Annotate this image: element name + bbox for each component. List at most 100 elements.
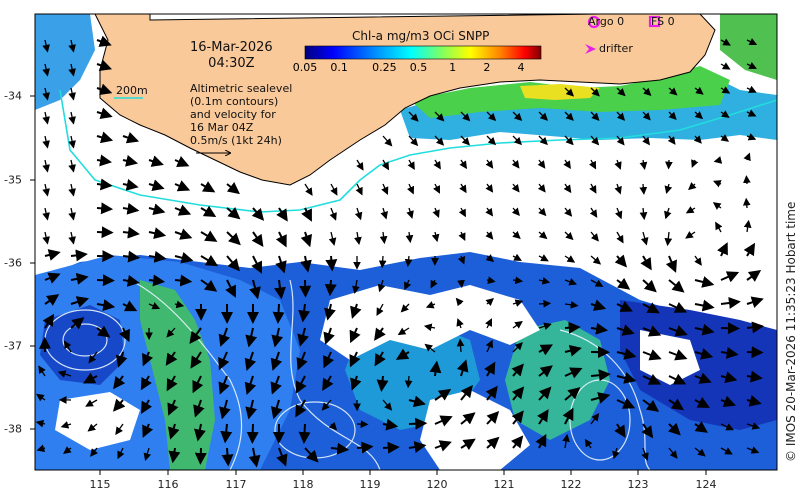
velocity-arrow	[329, 207, 337, 221]
velocity-arrow	[174, 204, 192, 216]
velocity-arrow	[378, 255, 387, 269]
velocity-arrow	[406, 207, 414, 219]
velocity-arrow	[564, 344, 582, 357]
colorbar-tick-labels: 0.05 0.1 0.25 0.5 1 2 4	[293, 61, 556, 75]
velocity-arrow	[668, 349, 688, 361]
velocity-arrow	[720, 110, 730, 118]
velocity-arrow	[96, 59, 112, 71]
velocity-arrow	[458, 231, 466, 241]
velocity-arrow	[122, 250, 141, 263]
velocity-arrow	[511, 435, 524, 449]
velocity-scale-label: 0.5m/s (1kt 24h)	[190, 134, 282, 147]
velocity-arrow	[616, 324, 635, 336]
velocity-arrow	[248, 447, 261, 468]
velocity-arrow	[564, 231, 574, 241]
altimetry-note-line: and velocity for	[190, 108, 276, 121]
velocity-arrow	[322, 375, 334, 392]
velocity-arrow	[381, 183, 389, 195]
altimetry-note-line: 16 Mar 04Z	[190, 121, 254, 134]
velocity-arrow	[564, 278, 578, 286]
velocity-arrow	[512, 276, 524, 285]
velocity-arrow	[642, 399, 660, 412]
velocity-arrow	[584, 438, 593, 449]
velocity-arrow	[404, 255, 413, 267]
velocity-arrow	[746, 109, 757, 117]
velocity-arrow	[42, 313, 55, 329]
velocity-arrow	[397, 327, 410, 336]
velocity-arrow	[511, 183, 520, 193]
velocity-arrow	[668, 301, 688, 313]
velocity-arrow	[96, 202, 114, 215]
velocity-arrow	[612, 447, 620, 460]
velocity-arrow	[668, 279, 685, 293]
velocity-arrow	[484, 318, 492, 329]
legend-fs-label: FS 0	[651, 15, 675, 28]
velocity-arrow	[276, 447, 288, 467]
velocity-arrow	[456, 359, 469, 377]
velocity-arrow	[190, 351, 202, 369]
date-text: 16-Mar-2026	[190, 40, 273, 55]
colorbar	[304, 45, 542, 60]
velocity-arrow	[563, 183, 572, 194]
velocity-arrow	[115, 351, 128, 368]
velocity-arrow	[720, 423, 734, 431]
y-tick-label: -34	[4, 89, 22, 103]
velocity-arrow	[226, 255, 240, 272]
velocity-arrow	[148, 227, 167, 240]
velocity-arrow	[457, 279, 465, 289]
velocity-arrow	[486, 135, 497, 146]
velocity-arrow	[694, 372, 712, 384]
velocity-arrow	[589, 207, 598, 218]
velocity-arrow	[693, 135, 702, 144]
velocity-arrow	[96, 83, 113, 96]
velocity-arrow	[301, 207, 312, 222]
velocity-arrow	[96, 226, 114, 239]
velocity-arrow	[589, 183, 597, 194]
velocity-arrow	[166, 375, 178, 392]
velocity-arrow	[642, 373, 662, 385]
velocity-arrow	[295, 399, 307, 418]
velocity-arrow	[590, 413, 600, 425]
velocity-arrow	[720, 371, 738, 384]
velocity-arrow	[96, 274, 115, 287]
velocity-arrow	[395, 348, 410, 360]
velocity-arrow	[349, 327, 361, 344]
velocity-arrow	[590, 369, 611, 382]
velocity-arrow	[194, 423, 206, 442]
velocity-arrow	[246, 423, 259, 444]
velocity-arrow	[189, 327, 202, 345]
velocity-arrow	[174, 274, 193, 287]
velocity-arrow	[68, 159, 76, 173]
velocity-arrow	[70, 317, 85, 330]
velocity-arrow	[174, 156, 190, 167]
velocity-arrow	[408, 417, 428, 430]
velocity-arrow	[355, 183, 363, 196]
velocity-arrow	[640, 231, 649, 246]
velocity-arrow	[665, 255, 677, 273]
velocity-arrow	[220, 423, 233, 444]
velocity-arrow	[486, 111, 497, 122]
y-tick-label: -35	[4, 173, 22, 187]
velocity-arrows	[35, 35, 765, 468]
velocity-arrow	[616, 111, 626, 121]
velocity-arrow	[166, 327, 176, 338]
velocity-arrow	[323, 327, 335, 345]
velocity-arrow	[456, 318, 464, 329]
velocity-arrow	[60, 421, 72, 429]
velocity-arrow	[668, 398, 685, 411]
velocity-arrow	[44, 272, 61, 284]
velocity-arrow	[590, 279, 604, 287]
velocity-arrow	[374, 327, 386, 341]
velocity-arrow	[720, 134, 730, 142]
velocity-arrow	[376, 375, 389, 392]
velocity-arrow	[200, 205, 217, 218]
velocity-arrow	[712, 202, 722, 210]
velocity-arrow	[141, 399, 153, 415]
velocity-arrow	[148, 302, 161, 310]
velocity-arrow	[694, 348, 714, 360]
velocity-arrow	[742, 197, 751, 209]
northeast-shelf-green	[720, 14, 777, 80]
velocity-arrow	[87, 423, 98, 432]
colorbar-tick-label: 0.1	[330, 61, 348, 74]
velocity-arrow	[434, 388, 452, 401]
